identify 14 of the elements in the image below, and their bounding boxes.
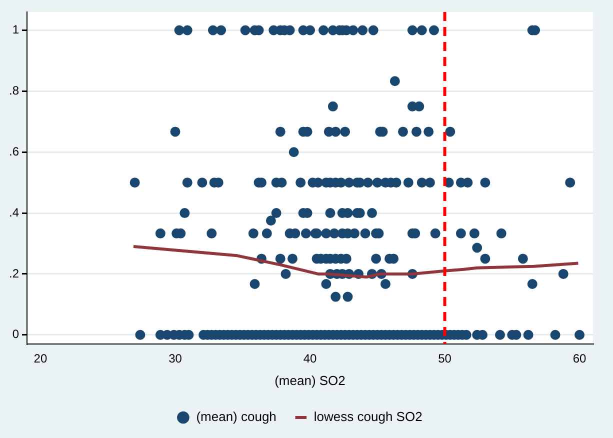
y-tick-label: 1 bbox=[12, 22, 20, 37]
y-tick-label: 0 bbox=[12, 327, 20, 342]
x-tick-label: 20 bbox=[34, 352, 48, 366]
x-axis-title: (mean) SO2 bbox=[274, 372, 346, 388]
x-tick-label: 50 bbox=[438, 352, 452, 366]
y-tick-label: .8 bbox=[8, 84, 20, 98]
y-tick-label: .6 bbox=[8, 144, 20, 158]
legend-label: lowess cough SO2 bbox=[314, 409, 422, 424]
x-tick-label: 30 bbox=[168, 352, 182, 366]
x-tick-label: 40 bbox=[303, 352, 317, 366]
legend-label: (mean) cough bbox=[196, 409, 276, 424]
y-tick-label: .2 bbox=[8, 266, 20, 280]
y-tick-label: .4 bbox=[8, 205, 20, 220]
x-tick-label: 60 bbox=[572, 352, 587, 366]
